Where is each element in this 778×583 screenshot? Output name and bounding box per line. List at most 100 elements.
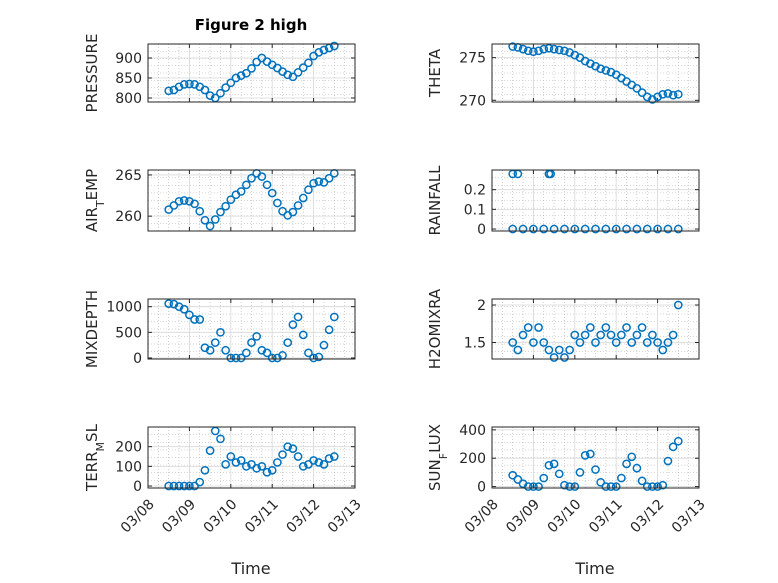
data-point — [601, 482, 611, 491]
data-point — [190, 199, 199, 209]
data-point — [210, 338, 220, 347]
subplot-pressure: 800 850 900 PRESSURE — [83, 34, 356, 112]
data-point — [273, 198, 282, 208]
data-point — [324, 454, 334, 463]
subplot-rainfall: 0 0.1 0.2 RAINFALL — [426, 165, 700, 238]
data-point — [663, 89, 673, 98]
data-point — [544, 43, 554, 53]
x-tick-label: 03/10 — [201, 496, 241, 536]
axes-frame — [147, 298, 356, 360]
data-point — [241, 462, 251, 471]
data-point — [518, 44, 528, 54]
y-tick-label: 0 — [133, 479, 142, 495]
data-point — [216, 434, 225, 444]
data-point — [585, 449, 595, 459]
data-point — [298, 462, 308, 471]
data-point — [262, 348, 272, 358]
data-point — [278, 206, 287, 216]
y-tick-label: 500 — [115, 325, 142, 341]
axes-frame — [147, 43, 356, 103]
data-point — [236, 71, 246, 80]
data-point — [611, 224, 621, 234]
data-point — [329, 452, 339, 461]
axes-frame — [147, 169, 356, 232]
y-tick-label: 1000 — [106, 300, 142, 316]
data-point — [319, 460, 329, 469]
y-tick-label: 0 — [477, 480, 486, 496]
data-point — [653, 482, 662, 491]
y-axis-label: MIXDEPTH — [83, 290, 101, 368]
data-point — [226, 78, 236, 88]
y-tick-label: 0.2 — [464, 183, 486, 199]
axes-frame — [491, 169, 700, 232]
y-tick-label: 260 — [115, 209, 142, 225]
data-point — [560, 480, 569, 490]
data-point — [221, 201, 230, 211]
data-point — [642, 338, 652, 347]
y-tick-label: 270 — [459, 93, 486, 109]
data-point — [617, 330, 626, 340]
data-point — [523, 323, 533, 332]
data-point — [185, 310, 194, 320]
x-tick-label: 03/09 — [503, 496, 543, 536]
data-point — [508, 224, 518, 234]
data-point — [283, 442, 293, 452]
data-point — [554, 469, 564, 479]
data-point — [179, 80, 189, 89]
data-point — [179, 304, 189, 314]
data-point — [513, 475, 523, 484]
data-point — [174, 196, 184, 206]
data-point — [637, 88, 647, 97]
data-point — [288, 444, 298, 453]
data-point — [304, 58, 313, 68]
data-point — [580, 224, 590, 234]
data-point — [262, 180, 272, 190]
data-point — [298, 330, 308, 340]
data-point — [267, 465, 277, 475]
data-point — [257, 462, 267, 471]
y-tick-label: 0 — [133, 351, 142, 367]
axes-frame — [491, 298, 700, 360]
data-point — [539, 224, 549, 234]
data-point — [247, 338, 256, 347]
data-point — [560, 353, 569, 362]
data-point — [529, 482, 538, 491]
data-point — [549, 224, 559, 234]
data-point — [247, 173, 256, 183]
data-point — [596, 64, 606, 74]
data-point — [164, 86, 174, 96]
data-point — [508, 470, 518, 480]
data-point — [185, 79, 194, 89]
data-point — [195, 206, 205, 216]
x-tick-label: 03/08 — [118, 496, 158, 536]
data-point — [611, 338, 621, 347]
data-point — [267, 353, 277, 363]
data-point — [580, 330, 590, 340]
data-point — [179, 196, 189, 205]
y-tick-label: 275 — [459, 51, 486, 67]
x-tick-label: 03/09 — [159, 496, 199, 536]
data-point — [585, 323, 595, 332]
subplot-air_temp: 260 265 AIRTEMP — [83, 168, 356, 232]
data-point — [309, 353, 318, 363]
data-point — [539, 338, 549, 347]
data-point — [622, 224, 631, 234]
data-point — [529, 224, 538, 234]
data-point — [544, 460, 554, 470]
data-point — [591, 465, 600, 474]
data-point — [309, 178, 318, 188]
data-point — [262, 467, 272, 477]
data-point — [523, 46, 533, 56]
data-point — [673, 300, 683, 310]
data-point — [523, 482, 533, 491]
data-point — [570, 224, 580, 234]
data-point — [298, 193, 308, 203]
data-point — [529, 338, 538, 347]
data-point — [231, 73, 241, 83]
y-tick-label: 200 — [115, 440, 142, 456]
data-point — [632, 463, 642, 473]
data-point — [617, 473, 626, 483]
axes-frame — [147, 426, 356, 489]
data-point — [304, 348, 313, 358]
x-tick-label: 03/13 — [669, 496, 709, 536]
